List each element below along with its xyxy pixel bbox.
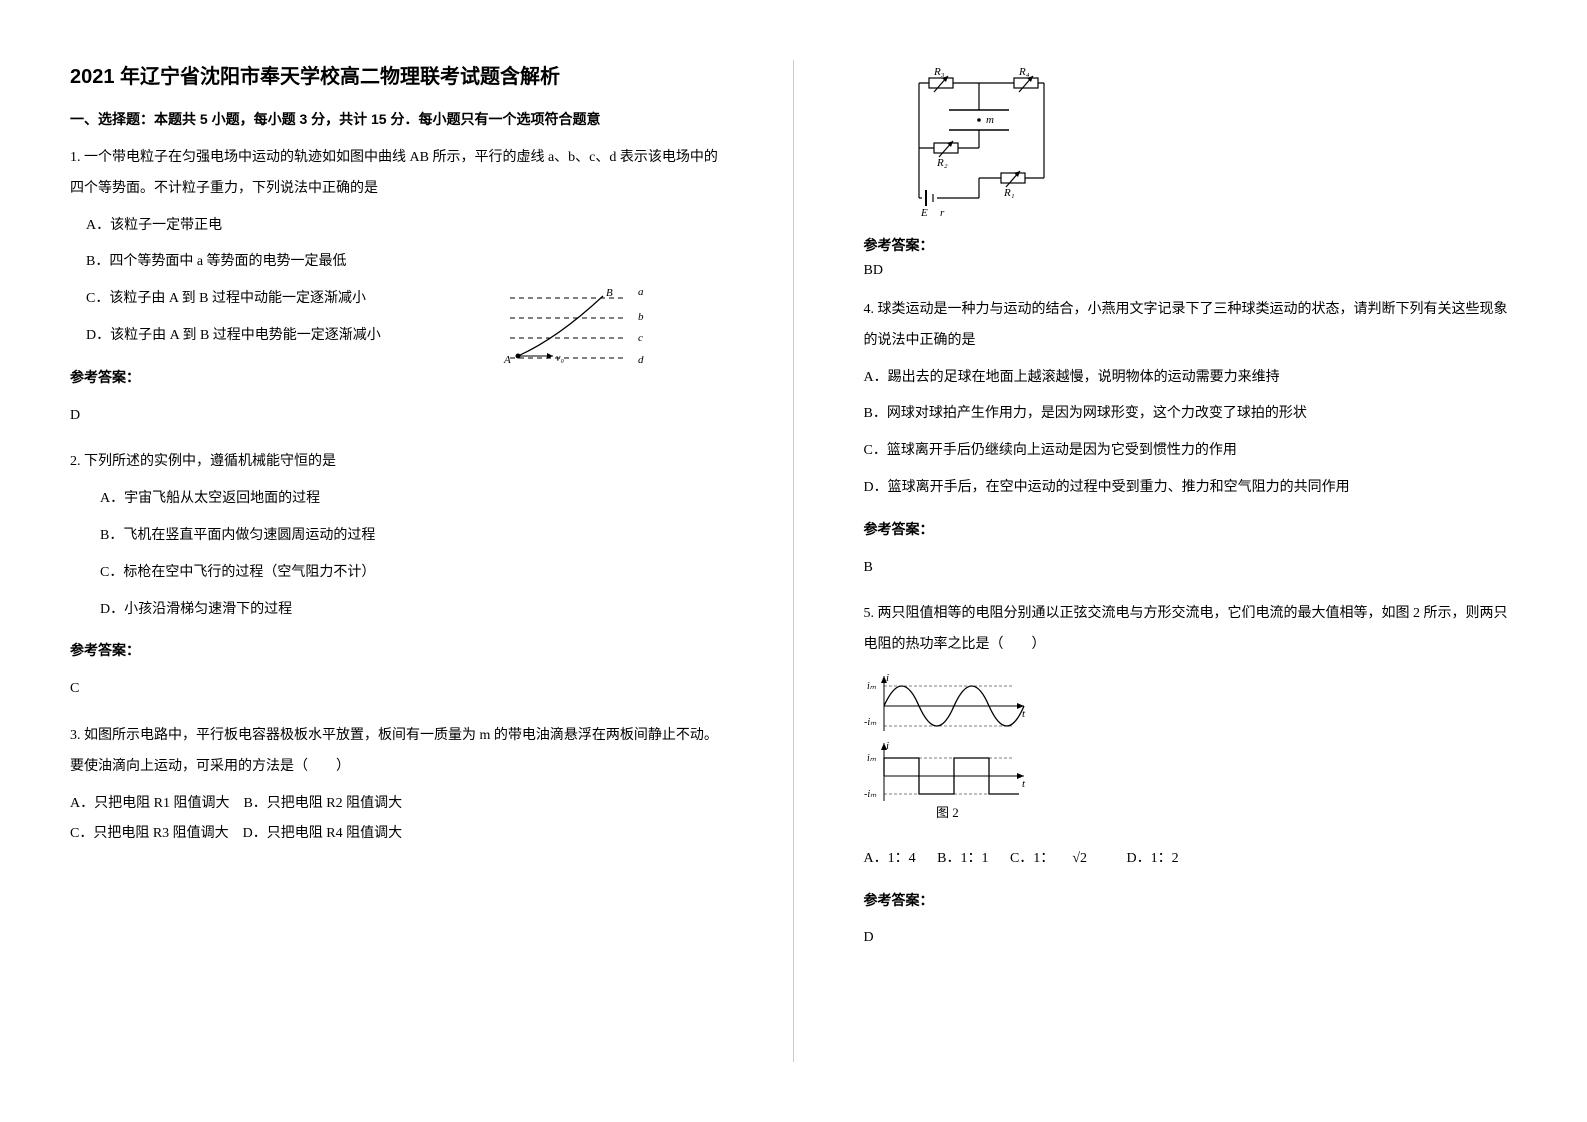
svg-text:-iₘ: -iₘ [864,717,877,728]
section-heading: 一、选择题：本题共 5 小题，每小题 3 分，共计 15 分．每小题只有一个选项… [70,109,723,129]
q3-options-line2: C．只把电阻 R3 阻值调大 D．只把电阻 R4 阻值调大 [70,819,723,850]
q1-figure: a b c d A B v₀ [498,283,648,386]
q4-option-c: C．篮球离开手后仍继续向上运动是因为它受到惯性力的作用 [864,436,1518,467]
q5-answer: D [864,923,1518,954]
svg-text:A: A [503,354,511,366]
q5-answer-label: 参考答案： [864,885,1518,916]
svg-text:R₃: R₃ [933,68,945,78]
svg-text:i: i [886,740,889,752]
q1-option-b: B．四个等势面中 a 等势面的电势一定最低 [70,247,723,278]
question-3: 3. 如图所示电路中，平行板电容器极板水平放置，板间有一质量为 m 的带电油滴悬… [70,721,723,850]
svg-text:t: t [1022,778,1026,790]
q3-options-line1: A．只把电阻 R1 阻值调大 B．只把电阻 R2 阻值调大 [70,789,723,820]
q2-answer: C [70,674,723,705]
q5-text: 5. 两只阻值相等的电阻分别通以正弦交流电与方形交流电，它们电流的最大值相等，如… [864,599,1518,661]
svg-text:B: B [606,287,613,299]
q5-option-d: D．1：2 [1127,851,1179,866]
svg-text:d: d [638,354,644,366]
q5-option-a: A．1：4 [864,851,916,866]
q4-text: 4. 球类运动是一种力与运动的结合，小燕用文字记录下了三种球类运动的状态，请判断… [864,295,1518,357]
svg-text:m: m [986,114,994,126]
q4-option-a: A．踢出去的足球在地面上越滚越慢，说明物体的运动需要力来维持 [864,363,1518,394]
svg-text:图 2: 图 2 [936,805,959,820]
q1-answer: D [70,401,723,432]
column-right: R₃ R₄ m R₂ [794,60,1587,1062]
svg-text:c: c [638,332,643,344]
svg-text:E: E [920,207,928,218]
question-2: 2. 下列所述的实例中，遵循机械能守恒的是 A．宇宙飞船从太空返回地面的过程 B… [70,447,723,705]
question-5: 5. 两只阻值相等的电阻分别通以正弦交流电与方形交流电，它们电流的最大值相等，如… [864,599,1518,954]
q5-figure: i t iₘ -iₘ i t iₘ -iₘ 图 2 [864,671,1518,834]
q2-option-a: A．宇宙飞船从太空返回地面的过程 [70,484,723,515]
svg-text:R₁: R₁ [1003,187,1015,199]
svg-text:-iₘ: -iₘ [864,789,877,800]
svg-text:r: r [940,207,945,218]
q3-answer: BD [864,263,1518,279]
q5-option-c: C．1：√2 [1010,851,1105,866]
q2-answer-label: 参考答案： [70,635,723,666]
question-1: 1. 一个带电粒子在匀强电场中运动的轨迹如如图中曲线 AB 所示，平行的虚线 a… [70,143,723,431]
svg-text:b: b [638,311,644,323]
q3-figure: R₃ R₄ m R₂ [904,68,1518,223]
svg-text:R₂: R₂ [936,157,948,169]
page-title: 2021 年辽宁省沈阳市奉天学校高二物理联考试题含解析 [70,60,723,89]
q5-options: A．1：4 B．1：1 C．1：√2 D．1：2 [864,844,1518,875]
q1-text: 1. 一个带电粒子在匀强电场中运动的轨迹如如图中曲线 AB 所示，平行的虚线 a… [70,143,723,205]
q3-answer-label: 参考答案： [864,235,1518,255]
q4-option-b: B．网球对球拍产生作用力，是因为网球形变，这个力改变了球拍的形状 [864,399,1518,430]
q2-option-c: C．标枪在空中飞行的过程（空气阻力不计） [70,558,723,589]
svg-text:iₘ: iₘ [867,681,877,692]
q3-text: 3. 如图所示电路中，平行板电容器极板水平放置，板间有一质量为 m 的带电油滴悬… [70,721,723,783]
q1-option-a: A．该粒子一定带正电 [70,211,723,242]
question-4: 4. 球类运动是一种力与运动的结合，小燕用文字记录下了三种球类运动的状态，请判断… [864,295,1518,583]
q2-text: 2. 下列所述的实例中，遵循机械能守恒的是 [70,447,723,478]
q4-answer: B [864,553,1518,584]
svg-text:R₄: R₄ [1018,68,1030,78]
svg-text:i: i [886,672,889,684]
q4-answer-label: 参考答案： [864,514,1518,545]
q2-option-d: D．小孩沿滑梯匀速滑下的过程 [70,595,723,626]
svg-text:iₘ: iₘ [867,753,877,764]
q2-option-b: B．飞机在竖直平面内做匀速圆周运动的过程 [70,521,723,552]
q5-option-b: B．1：1 [937,851,988,866]
svg-text:a: a [638,286,644,298]
svg-text:v₀: v₀ [556,353,564,364]
column-left: 2021 年辽宁省沈阳市奉天学校高二物理联考试题含解析 一、选择题：本题共 5 … [0,60,794,1062]
q4-option-d: D．篮球离开手后，在空中运动的过程中受到重力、推力和空气阻力的共同作用 [864,473,1518,504]
